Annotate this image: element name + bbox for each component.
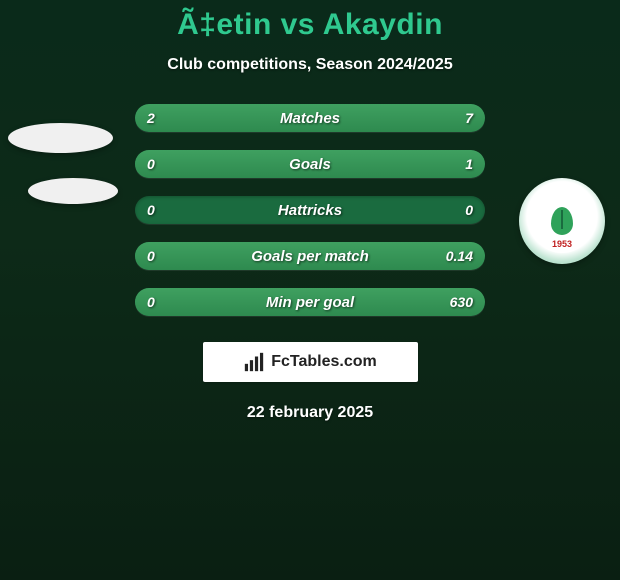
fctables-text: FcTables.com [271, 353, 377, 371]
stat-row-goals-per-match: 0 Goals per match 0.14 [135, 242, 485, 270]
stat-label: Min per goal [135, 288, 485, 316]
fctables-badge: FcTables.com [203, 342, 418, 382]
stat-label: Hattricks [135, 196, 485, 224]
stat-rows: 2 Matches 7 0 Goals 1 0 Hattricks 0 0 Go… [135, 104, 485, 316]
right-club-year: 1953 [552, 239, 572, 249]
stat-label: Goals [135, 150, 485, 178]
stat-right-value: 0.14 [446, 242, 473, 270]
stat-label: Goals per match [135, 242, 485, 270]
infographic-content: Ã‡etin vs Akaydin Club competitions, Sea… [0, 0, 620, 422]
leaf-icon [551, 207, 573, 235]
stat-label: Matches [135, 104, 485, 132]
stat-right-value: 7 [465, 104, 473, 132]
bar-chart-icon [243, 351, 265, 373]
stat-right-value: 0 [465, 196, 473, 224]
left-club-logo-2 [28, 178, 118, 204]
subtitle: Club competitions, Season 2024/2025 [0, 56, 620, 74]
stat-right-value: 1 [465, 150, 473, 178]
page-title: Ã‡etin vs Akaydin [0, 8, 620, 42]
right-club-logo-inner: 1953 [530, 189, 594, 253]
stat-row-min-per-goal: 0 Min per goal 630 [135, 288, 485, 316]
date-text: 22 february 2025 [0, 404, 620, 422]
stat-row-goals: 0 Goals 1 [135, 150, 485, 178]
stat-right-value: 630 [450, 288, 473, 316]
right-club-logo: 1953 [519, 178, 605, 264]
stat-row-matches: 2 Matches 7 [135, 104, 485, 132]
stat-row-hattricks: 0 Hattricks 0 [135, 196, 485, 224]
left-club-logo-1 [8, 123, 113, 153]
